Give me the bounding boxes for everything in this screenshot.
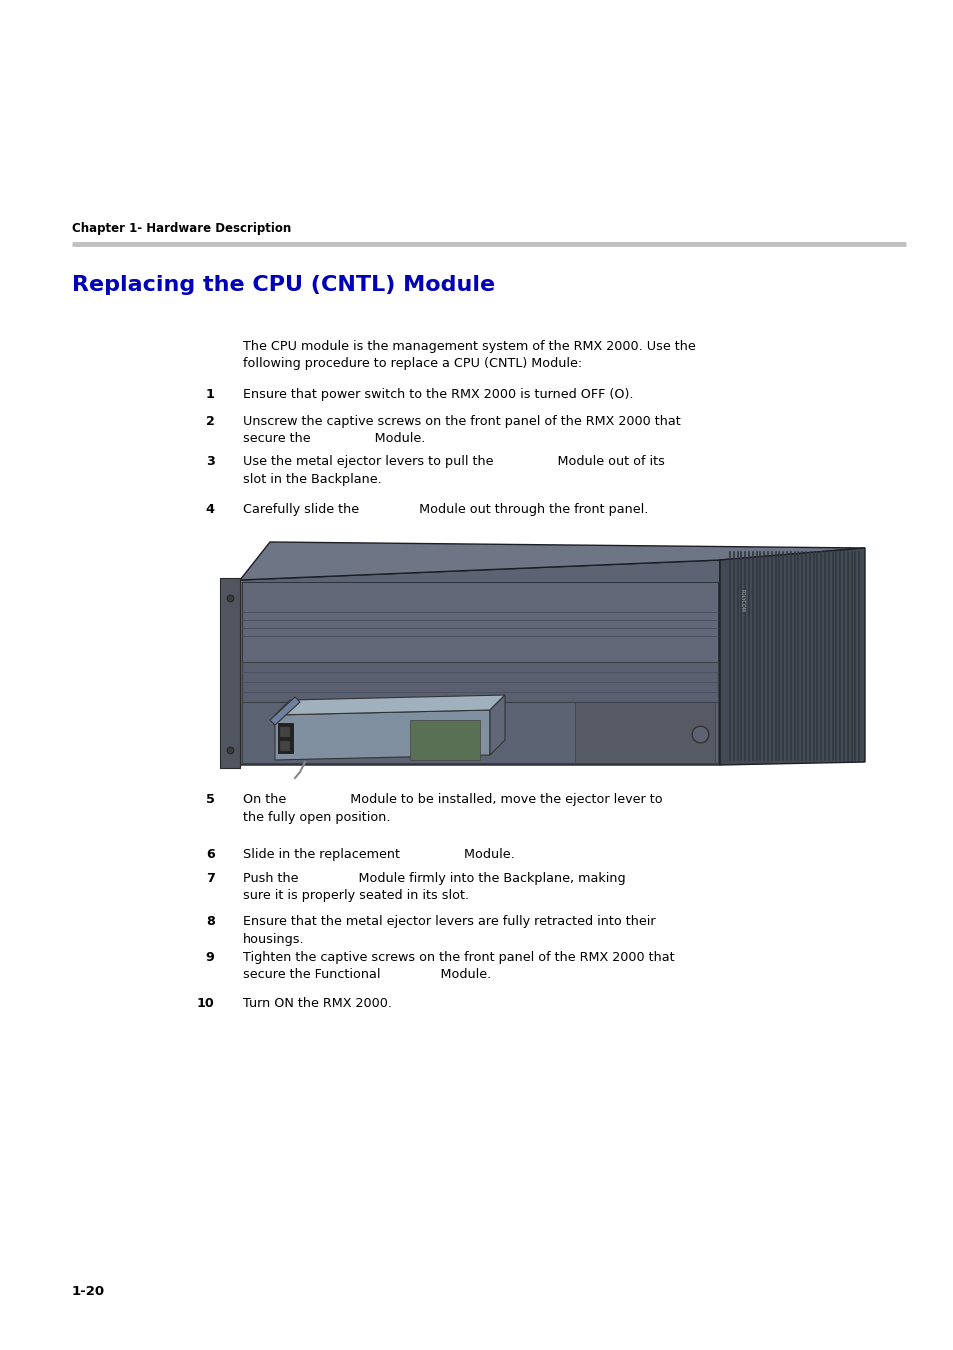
Bar [242,582,718,662]
Polygon shape [240,541,864,580]
Polygon shape [720,548,864,765]
Text: 9: 9 [206,950,214,964]
Text: Turn ON the RMX 2000.: Turn ON the RMX 2000. [243,998,392,1010]
Polygon shape [270,697,299,725]
Polygon shape [490,695,504,755]
Bar [242,702,718,763]
Text: Carefully slide the               Module out through the front panel.: Carefully slide the Module out through t… [243,504,648,516]
Polygon shape [230,580,240,768]
Text: Push the               Module firmly into the Backplane, making
sure it is prope: Push the Module firmly into the Backplan… [243,872,625,903]
Bar [410,720,479,760]
Text: Use the metal ejector levers to pull the                Module out of its
slot i: Use the metal ejector levers to pull the… [243,455,664,486]
Text: POLYCOM: POLYCOM [740,589,744,612]
Text: 10: 10 [196,998,214,1010]
Text: 8: 8 [206,915,214,927]
Text: RMX 2000: RMX 2000 [290,729,321,733]
Bar [242,662,718,702]
Text: 7: 7 [206,872,214,886]
Text: 3: 3 [206,455,214,468]
Text: Ensure that power switch to the RMX 2000 is turned OFF (O).: Ensure that power switch to the RMX 2000… [243,387,633,401]
Bar [277,724,293,753]
Bar [355,716,363,724]
Text: 1-20: 1-20 [71,1285,105,1297]
Text: Slide in the replacement                Module.: Slide in the replacement Module. [243,848,515,861]
Bar [280,741,290,751]
Text: POLYCOM: POLYCOM [290,717,331,726]
Bar [280,728,290,737]
Text: Chapter 1- Hardware Description: Chapter 1- Hardware Description [71,221,291,235]
Text: Ensure that the metal ejector levers are fully retracted into their
housings.: Ensure that the metal ejector levers are… [243,915,656,945]
Bar [575,702,714,763]
Text: Replacing the CPU (CNTL) Module: Replacing the CPU (CNTL) Module [71,275,495,296]
Text: On the                Module to be installed, move the ejector lever to
the full: On the Module to be installed, move the … [243,792,662,824]
Bar [339,716,348,724]
Text: 5: 5 [206,792,214,806]
Bar [220,578,240,768]
Text: The CPU module is the management system of the RMX 2000. Use the
following proce: The CPU module is the management system … [243,340,696,370]
Text: 2: 2 [206,414,214,428]
Text: Unscrew the captive screws on the front panel of the RMX 2000 that
secure the   : Unscrew the captive screws on the front … [243,414,680,446]
Text: 6: 6 [206,848,214,861]
Text: 1: 1 [206,387,214,401]
Polygon shape [240,560,720,765]
Text: Tighten the captive screws on the front panel of the RMX 2000 that
secure the Fu: Tighten the captive screws on the front … [243,950,674,981]
Polygon shape [274,695,504,716]
Text: 4: 4 [206,504,214,516]
Polygon shape [274,710,490,760]
